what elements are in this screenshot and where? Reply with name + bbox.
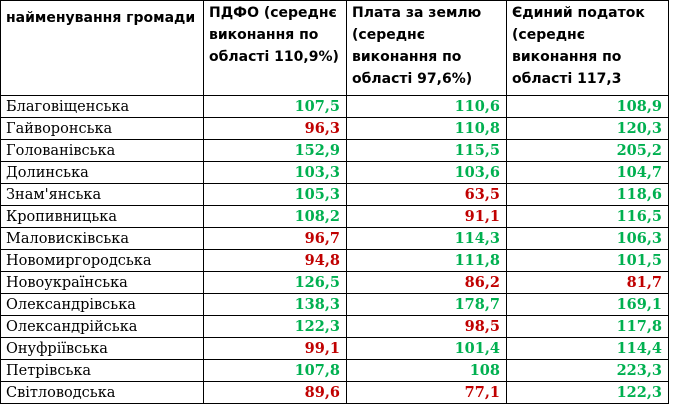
community-name-cell: Благовіщенська bbox=[0, 95, 204, 118]
header-single-tax: Єдиний податок (середнє виконання по обл… bbox=[506, 0, 669, 96]
single-tax-value-cell: 118,6 bbox=[506, 183, 669, 206]
land-fee-value-cell: 98,5 bbox=[346, 315, 507, 338]
header-land-fee: Плата за землю (середнє виконання по обл… bbox=[346, 0, 507, 96]
pdfo-value-cell: 107,8 bbox=[203, 359, 347, 382]
land-fee-value-cell: 103,6 bbox=[346, 161, 507, 184]
land-fee-value-cell: 91,1 bbox=[346, 205, 507, 228]
table-row: Долинська 103,3 103,6 104,7 bbox=[0, 161, 669, 184]
pdfo-value-cell: 99,1 bbox=[203, 337, 347, 360]
table-row: Гайворонська 96,3 110,8 120,3 bbox=[0, 117, 669, 140]
table-row: Онуфріївська 99,1 101,4 114,4 bbox=[0, 337, 669, 360]
land-fee-value-cell: 111,8 bbox=[346, 249, 507, 272]
land-fee-value-cell: 101,4 bbox=[346, 337, 507, 360]
land-fee-value-cell: 110,6 bbox=[346, 95, 507, 118]
table-row: Світловодська 89,6 77,1 122,3 bbox=[0, 381, 669, 404]
single-tax-value-cell: 117,8 bbox=[506, 315, 669, 338]
table-row: Олександрівська 138,3 178,7 169,1 bbox=[0, 293, 669, 316]
community-name-cell: Голованівська bbox=[0, 139, 204, 162]
header-row: найменування громади ПДФО (середнє викон… bbox=[0, 0, 669, 96]
land-fee-value-cell: 178,7 bbox=[346, 293, 507, 316]
community-name-cell: Олександрівська bbox=[0, 293, 204, 316]
table-row: Олександрійська 122,3 98,5 117,8 bbox=[0, 315, 669, 338]
pdfo-value-cell: 105,3 bbox=[203, 183, 347, 206]
pdfo-value-cell: 94,8 bbox=[203, 249, 347, 272]
single-tax-value-cell: 169,1 bbox=[506, 293, 669, 316]
community-name-cell: Новомиргородська bbox=[0, 249, 204, 272]
single-tax-value-cell: 104,7 bbox=[506, 161, 669, 184]
land-fee-value-cell: 115,5 bbox=[346, 139, 507, 162]
table-row: Голованівська 152,9 115,5 205,2 bbox=[0, 139, 669, 162]
table-row: Благовіщенська 107,5 110,6 108,9 bbox=[0, 95, 669, 118]
pdfo-value-cell: 126,5 bbox=[203, 271, 347, 294]
single-tax-value-cell: 108,9 bbox=[506, 95, 669, 118]
table-body: Благовіщенська 107,5 110,6 108,9 Гайворонськ… bbox=[0, 95, 669, 404]
pdfo-value-cell: 122,3 bbox=[203, 315, 347, 338]
table-row: Маловисківська 96,7 114,3 106,3 bbox=[0, 227, 669, 250]
community-name-cell: Знам'янська bbox=[0, 183, 204, 206]
community-name-cell: Олександрійська bbox=[0, 315, 204, 338]
single-tax-value-cell: 106,3 bbox=[506, 227, 669, 250]
community-name-cell: Гайворонська bbox=[0, 117, 204, 140]
table-row: Петрівська 107,8 108 223,3 bbox=[0, 359, 669, 382]
land-fee-value-cell: 110,8 bbox=[346, 117, 507, 140]
header-community-name: найменування громади bbox=[0, 0, 204, 96]
single-tax-value-cell: 122,3 bbox=[506, 381, 669, 404]
land-fee-value-cell: 114,3 bbox=[346, 227, 507, 250]
land-fee-value-cell: 86,2 bbox=[346, 271, 507, 294]
community-name-cell: Онуфріївська bbox=[0, 337, 204, 360]
pdfo-value-cell: 89,6 bbox=[203, 381, 347, 404]
community-name-cell: Маловисківська bbox=[0, 227, 204, 250]
community-name-cell: Новоукраїнська bbox=[0, 271, 204, 294]
pdfo-value-cell: 103,3 bbox=[203, 161, 347, 184]
community-name-cell: Кропивницька bbox=[0, 205, 204, 228]
land-fee-value-cell: 108 bbox=[346, 359, 507, 382]
table-row: Новомиргородська 94,8 111,8 101,5 bbox=[0, 249, 669, 272]
pdfo-value-cell: 107,5 bbox=[203, 95, 347, 118]
pdfo-value-cell: 108,2 bbox=[203, 205, 347, 228]
single-tax-value-cell: 101,5 bbox=[506, 249, 669, 272]
single-tax-value-cell: 223,3 bbox=[506, 359, 669, 382]
table-row: Кропивницька 108,2 91,1 116,5 bbox=[0, 205, 669, 228]
pdfo-value-cell: 138,3 bbox=[203, 293, 347, 316]
header-pdfo: ПДФО (середнє виконання по області 110,9… bbox=[203, 0, 347, 96]
single-tax-value-cell: 120,3 bbox=[506, 117, 669, 140]
community-name-cell: Петрівська bbox=[0, 359, 204, 382]
table-row: Знам'янська 105,3 63,5 118,6 bbox=[0, 183, 669, 206]
single-tax-value-cell: 114,4 bbox=[506, 337, 669, 360]
single-tax-value-cell: 116,5 bbox=[506, 205, 669, 228]
community-name-cell: Світловодська bbox=[0, 381, 204, 404]
pdfo-value-cell: 96,7 bbox=[203, 227, 347, 250]
table-row: Новоукраїнська 126,5 86,2 81,7 bbox=[0, 271, 669, 294]
pdfo-value-cell: 152,9 bbox=[203, 139, 347, 162]
single-tax-value-cell: 81,7 bbox=[506, 271, 669, 294]
land-fee-value-cell: 77,1 bbox=[346, 381, 507, 404]
land-fee-value-cell: 63,5 bbox=[346, 183, 507, 206]
pdfo-value-cell: 96,3 bbox=[203, 117, 347, 140]
single-tax-value-cell: 205,2 bbox=[506, 139, 669, 162]
community-name-cell: Долинська bbox=[0, 161, 204, 184]
